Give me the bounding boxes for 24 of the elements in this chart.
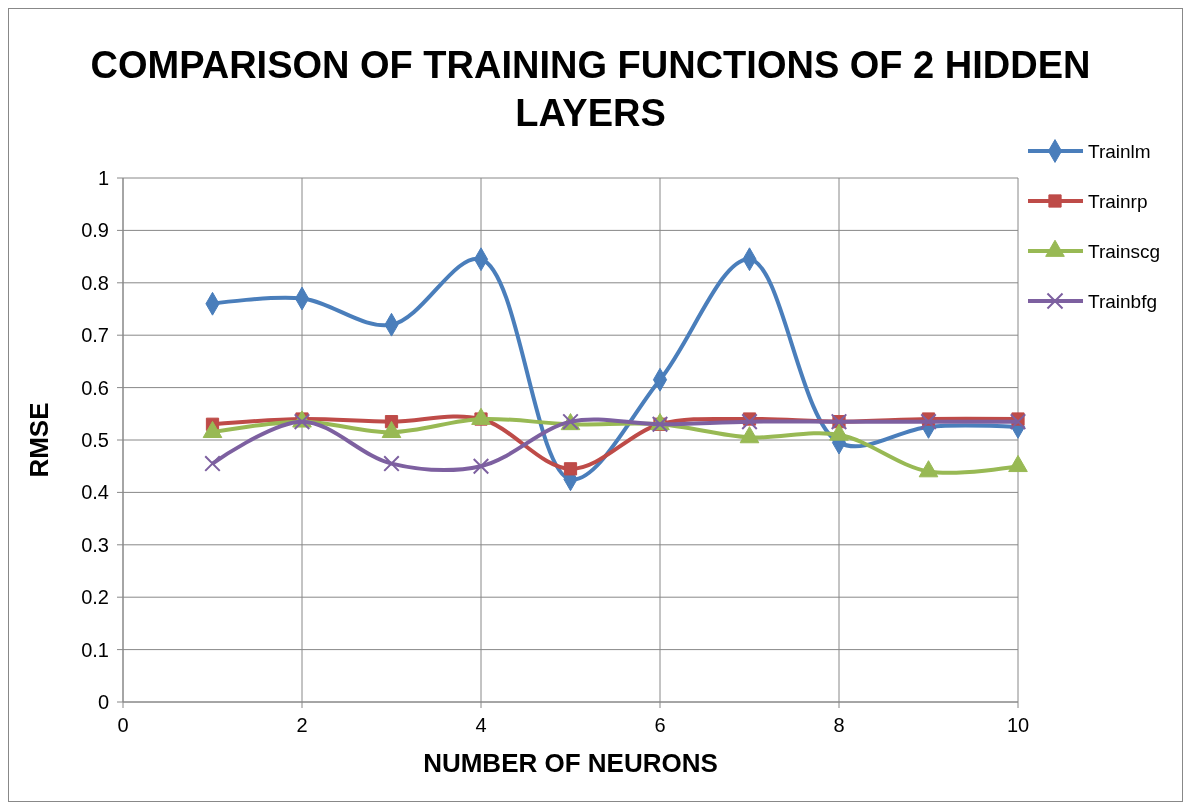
y-tick-label: 0.4 [81,481,109,504]
legend-label: Trainrp [1088,190,1148,212]
x-tick-label: 4 [475,714,487,736]
y-tick-label: 0.3 [81,533,109,556]
x-tick-label: 6 [654,714,666,736]
chart-title: COMPARISON OF TRAINING FUNCTIONS OF 2 HIDDEN LAYERS [90,44,1091,134]
x-axis-title: NUMBER OF NEURONS [423,748,718,778]
x-tick-label: 8 [833,714,845,736]
y-tick-label: 0.1 [81,638,109,661]
x-tick-label: 2 [296,714,308,736]
legend-label: Trainlm [1088,140,1151,162]
legend-label: Trainscg [1088,240,1161,262]
y-tick-label: 0.7 [81,324,109,347]
x-tick-label: 0 [117,714,129,736]
y-tick-label: 0.5 [81,429,109,451]
y-tick-label: 0.2 [81,586,109,609]
y-tick-label: 0.8 [81,271,109,294]
y-tick-label: 0 [97,691,109,713]
legend-label: Trainbfg [1088,290,1157,312]
y-tick-label: 1 [97,167,109,189]
y-tick-label: 0.9 [81,219,109,242]
x-tick-label: 10 [1006,714,1030,736]
y-axis-title: RMSE [24,402,54,478]
y-tick-label: 0.6 [81,376,109,399]
